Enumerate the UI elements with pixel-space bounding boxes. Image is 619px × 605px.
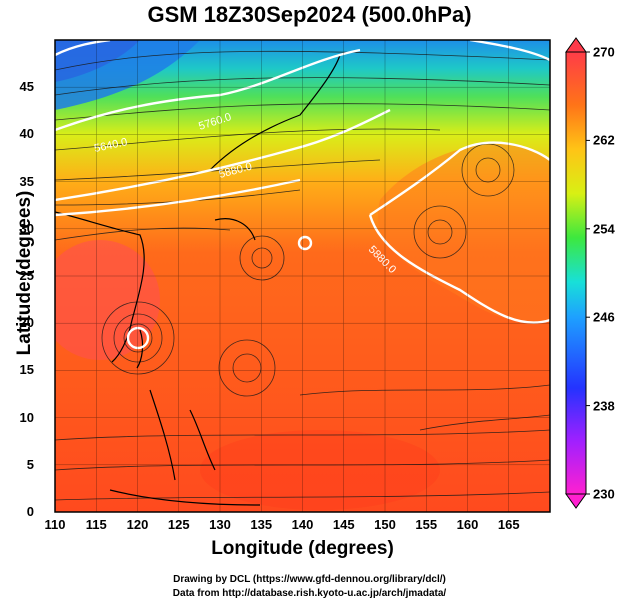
x-tick-label: 160 bbox=[456, 517, 479, 532]
colorbar-tick-label: 262 bbox=[593, 132, 615, 148]
y-tick-label: 10 bbox=[19, 409, 34, 425]
credit-drawing: Drawing by DCL (https://www.gfd-dennou.o… bbox=[173, 574, 446, 585]
x-tick-label: 135 bbox=[250, 517, 273, 532]
chart-title: GSM 18Z30Sep2024 (500.0hPa) bbox=[147, 2, 472, 27]
temperature-field bbox=[55, 40, 550, 512]
colorbar-tick-label: 254 bbox=[593, 221, 615, 237]
colorbar-tick-label: 230 bbox=[593, 486, 615, 502]
y-tick-label: 20 bbox=[19, 315, 34, 331]
y-tick-label: 35 bbox=[19, 173, 34, 189]
y-tick-label: 15 bbox=[19, 362, 34, 378]
y-tick-label: 5 bbox=[26, 456, 34, 472]
x-tick-label: 150 bbox=[374, 517, 396, 532]
colorbar bbox=[565, 51, 587, 495]
grid-lines bbox=[54, 40, 550, 513]
colorbar-tick-label: 270 bbox=[593, 44, 615, 60]
x-tick-label: 130 bbox=[209, 517, 231, 532]
colorbar-tick-label: 246 bbox=[593, 309, 615, 325]
x-tick-label: 125 bbox=[167, 517, 190, 532]
plot-frame bbox=[54, 39, 551, 513]
x-tick-label: 155 bbox=[415, 517, 438, 532]
y-tick-label: 30 bbox=[19, 220, 34, 236]
credit-data: Data from http://database.rish.kyoto-u.a… bbox=[172, 588, 447, 599]
x-tick-label: 115 bbox=[85, 517, 107, 532]
x-tick-label: 110 bbox=[44, 517, 66, 532]
x-tick-label: 165 bbox=[497, 517, 520, 532]
y-tick-label: 0 bbox=[26, 504, 34, 519]
x-tick-label: 145 bbox=[332, 517, 355, 532]
colorbar-bottom-arrow bbox=[565, 493, 587, 509]
x-tick-label: 120 bbox=[126, 517, 149, 532]
y-tick-label: 40 bbox=[19, 126, 34, 142]
x-axis-label: Longitude (degrees) bbox=[211, 538, 394, 559]
colorbar-top-arrow bbox=[565, 37, 587, 53]
y-tick-label: 25 bbox=[19, 268, 34, 283]
x-tick-label: 140 bbox=[291, 517, 314, 532]
y-tick-label: 45 bbox=[19, 79, 34, 95]
colorbar-tick-label: 238 bbox=[593, 398, 615, 414]
